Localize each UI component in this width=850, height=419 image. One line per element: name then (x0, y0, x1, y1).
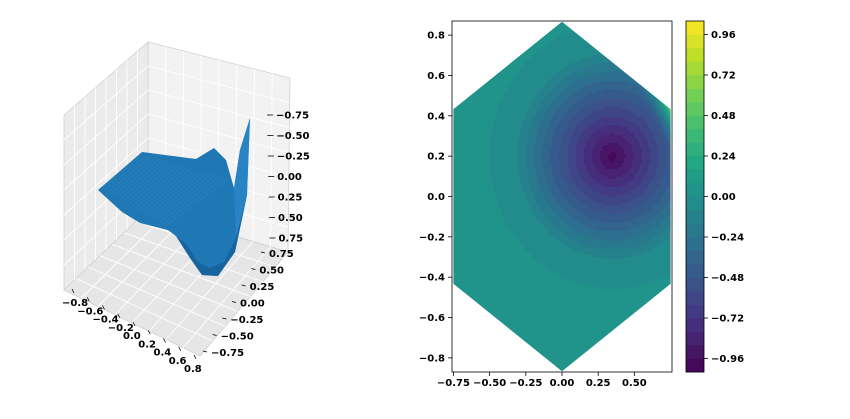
contour-y-ticks: −0.8 −0.6 −0.4 −0.2 0.0 0.2 0.4 0.6 0.8 (419, 31, 452, 364)
x-tick-label: −0.4 (93, 315, 119, 326)
contour-y-tick-label: 0.4 (427, 111, 445, 122)
contour-x-tick-label: 0.50 (622, 378, 647, 389)
colorbar-tick-label: 0.24 (711, 152, 736, 163)
y-tick-mark (231, 301, 237, 303)
x-tick-mark (71, 288, 75, 294)
x-tick-label: 0.6 (169, 356, 187, 367)
x-axis-ticks: −0.8−0.6−0.4−0.20.00.20.40.60.8 (62, 288, 202, 375)
y-tick-mark (222, 317, 227, 320)
x-tick-mark (147, 330, 151, 335)
surface-upper-sheet (98, 118, 250, 276)
y-tick-mark (241, 284, 246, 287)
colorbar-tick-label: −0.48 (711, 273, 744, 284)
x-tick-mark (86, 297, 90, 302)
y-axis-ticks: 0.75 0.50 0.25 0.00 −0.25 −0.50 −0.75 (202, 249, 294, 359)
colorbar-tick-label: 0.00 (711, 192, 736, 203)
y-tick-label: 0.00 (240, 299, 265, 310)
z-tick-label: −0.75 (276, 111, 309, 122)
colorbar-ticks: 0.96 0.72 0.48 0.24 0.00 −0.24 −0.48 −0.72 −0.96 (704, 30, 744, 365)
colorbar-tick-label: 0.72 (711, 71, 736, 82)
colorbar-tick-label: −0.96 (711, 354, 744, 365)
x-tick-mark (117, 313, 121, 318)
z-tick-label: 0.25 (278, 193, 303, 204)
x-tick-label: −0.6 (77, 306, 103, 317)
x-tick-label: 0.4 (154, 348, 172, 359)
x-tick-label: 0.2 (138, 339, 156, 350)
contour-x-tick-label: 0.00 (550, 378, 575, 389)
z-tick-label: 0.50 (278, 213, 303, 224)
x-tick-mark (178, 346, 182, 351)
contour-x-ticks: −0.75 −0.50 −0.25 0.00 0.25 0.50 (437, 372, 647, 389)
contour-y-tick-label: −0.4 (419, 273, 445, 284)
y-tick-label: 0.50 (259, 266, 284, 277)
contour-x-tick-label: −0.25 (509, 378, 542, 389)
x-tick-mark (102, 305, 105, 310)
contour-y-tick-label: 0.0 (427, 192, 445, 203)
contour-y-tick-label: −0.6 (419, 313, 445, 324)
surface-ridge-right (234, 118, 250, 238)
y-tick-label: 0.25 (250, 282, 275, 293)
colorbar-tick-label: −0.72 (711, 314, 744, 325)
contour-x-tick-label: −0.50 (473, 378, 506, 389)
surface-mesh (98, 118, 250, 276)
contour-y-tick-label: −0.8 (419, 353, 445, 364)
z-axis-ticks: −0.75 −0.50 −0.25 0.00 0.25 0.50 0.75 (267, 111, 310, 245)
y-tick-label: −0.25 (230, 315, 263, 326)
x-tick-label: −0.2 (108, 323, 134, 334)
y-tick-mark (202, 350, 208, 353)
y-tick-label: 0.75 (269, 249, 294, 260)
contour-y-tick-label: −0.2 (419, 232, 445, 243)
contour-y-tick-label: 0.6 (427, 71, 445, 82)
z-tick-label: 0.00 (277, 172, 302, 183)
surface-texture (101, 154, 229, 227)
colorbar-tick-label: −0.24 (711, 233, 744, 244)
z-tick-label: 0.75 (278, 234, 303, 245)
y-tick-mark (260, 251, 266, 254)
contour-y-tick-label: 0.8 (427, 31, 445, 42)
z-tick-label: −0.25 (277, 152, 310, 163)
y-tick-label: −0.75 (211, 348, 244, 359)
contour-fill (453, 21, 671, 372)
contour-y-tick-label: 0.2 (427, 152, 445, 163)
x-tick-label: 0.8 (184, 364, 202, 375)
colorbar-bands (686, 21, 704, 373)
colorbar-tick-label: 0.96 (711, 30, 736, 41)
x-tick-mark (132, 321, 136, 327)
surface-shade-front (168, 195, 247, 276)
contour-x-tick-label: 0.25 (586, 378, 611, 389)
surface-plot-3d: −0.75 −0.50 −0.25 0.00 0.25 0.50 0.75 0.75 0.50… (62, 41, 310, 375)
y-tick-mark (251, 268, 256, 270)
colorbar: 0.96 0.72 0.48 0.24 0.00 −0.24 −0.48 −0.72 −0.96 (685, 20, 744, 373)
contour-plot: −0.75 −0.50 −0.25 0.00 0.25 0.50 −0.8 −0.6 −0.4… (419, 20, 673, 389)
x-tick-mark (193, 354, 197, 360)
z-tick-label: −0.50 (276, 131, 309, 142)
y-tick-mark (212, 334, 217, 336)
x-tick-mark (163, 338, 166, 343)
y-tick-label: −0.50 (221, 332, 254, 343)
x-tick-label: 0.0 (123, 331, 141, 342)
x-tick-label: −0.8 (62, 298, 88, 309)
contour-x-tick-label: −0.75 (437, 378, 470, 389)
colorbar-tick-label: 0.48 (711, 111, 736, 122)
